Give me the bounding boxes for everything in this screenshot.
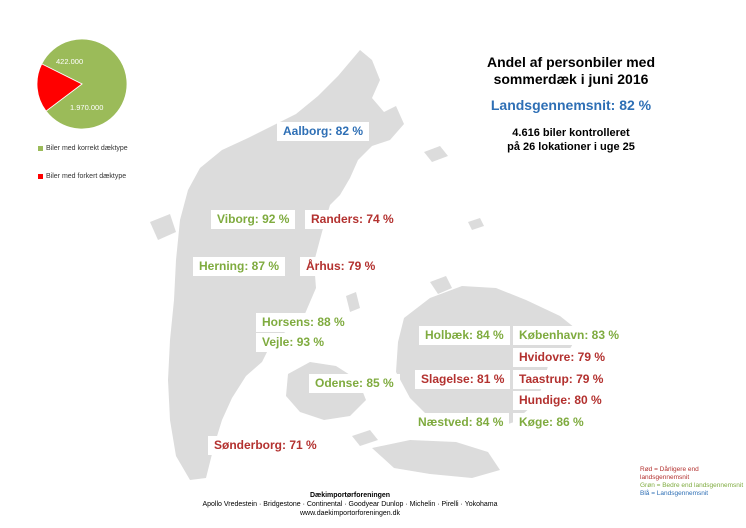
- legend-label: Biler med forkert dæktype: [46, 173, 127, 180]
- title-line-2: sommerdæk i juni 2016: [493, 71, 649, 87]
- footer-org: Dækimportørforeningen: [309, 492, 391, 499]
- footer: Dækimportørforeningen Apollo Vredestein …: [150, 491, 550, 518]
- pie-slice-label: 1.970.000: [70, 103, 103, 112]
- pie-chart: 1.970.000 422.000: [36, 38, 128, 130]
- color-key-blue: Blå = Landsgennemsnit: [640, 490, 709, 497]
- jutland-shape: [168, 50, 404, 480]
- location-label: Horsens: 88 %: [256, 313, 351, 332]
- location-label: Holbæk: 84 %: [419, 326, 510, 345]
- location-label: Randers: 74 %: [305, 210, 400, 229]
- footer-url: www.daekimportorforeningen.dk: [300, 510, 400, 517]
- location-label: Aalborg: 82 %: [277, 122, 370, 141]
- laeso-shape: [424, 146, 448, 162]
- location-label: Vejle: 93 %: [256, 333, 331, 352]
- subtitle-line-1: 4.616 biler kontrolleret: [512, 127, 630, 139]
- location-label: Taastrup: 79 %: [513, 370, 610, 389]
- location-label: Hundige: 80 %: [513, 391, 608, 410]
- small-island-shape: [352, 430, 378, 446]
- location-label: Hvidovre: 79 %: [513, 348, 612, 367]
- location-label: Køge: 86 %: [513, 413, 590, 432]
- location-label: Viborg: 92 %: [211, 210, 296, 229]
- location-label: Odense: 85 %: [309, 374, 400, 393]
- subtitle: 4.616 biler kontrolleret på 26 lokatione…: [468, 126, 674, 154]
- pie-slice: [36, 63, 83, 112]
- samso-shape: [346, 292, 360, 312]
- footer-brands: Apollo Vredestein · Bridgestone · Contin…: [202, 501, 498, 508]
- pie-slice-label: 422.000: [56, 57, 83, 66]
- location-label: Næstved: 84 %: [412, 413, 510, 432]
- color-key-red: Rød = Dårligere end landsgennemsnit: [640, 466, 699, 481]
- chart-title: Andel af personbiler med sommerdæk i jun…: [468, 54, 674, 88]
- anholt-shape: [468, 218, 484, 230]
- location-label: København: 83 %: [513, 326, 626, 345]
- location-label: Århus: 79 %: [300, 257, 382, 276]
- color-key-green: Grøn = Bedre end landsgennemsnit: [640, 482, 744, 489]
- location-label: Herning: 87 %: [193, 257, 286, 276]
- legend-item-correct: Biler med korrekt dæktype: [38, 144, 136, 153]
- pie-slice: [41, 38, 128, 130]
- national-average: Landsgennemsnit: 82 %: [490, 97, 652, 113]
- location-label: Slagelse: 81 %: [415, 370, 511, 389]
- legend-item-wrong: Biler med forkert dæktype: [38, 172, 136, 181]
- legend-swatch-red: [38, 174, 43, 179]
- legend-swatch-green: [38, 146, 43, 151]
- color-key: Rød = Dårligere end landsgennemsnit Grøn…: [640, 466, 744, 498]
- location-label: Sønderborg: 71 %: [208, 436, 323, 455]
- lolland-shape: [372, 440, 500, 478]
- small-island-shape-2: [430, 276, 452, 294]
- mors-shape: [150, 214, 176, 240]
- legend-label: Biler med korrekt dæktype: [46, 145, 128, 152]
- title-line-1: Andel af personbiler med: [486, 54, 656, 70]
- subtitle-line-2: på 26 lokationer i uge 25: [507, 141, 635, 153]
